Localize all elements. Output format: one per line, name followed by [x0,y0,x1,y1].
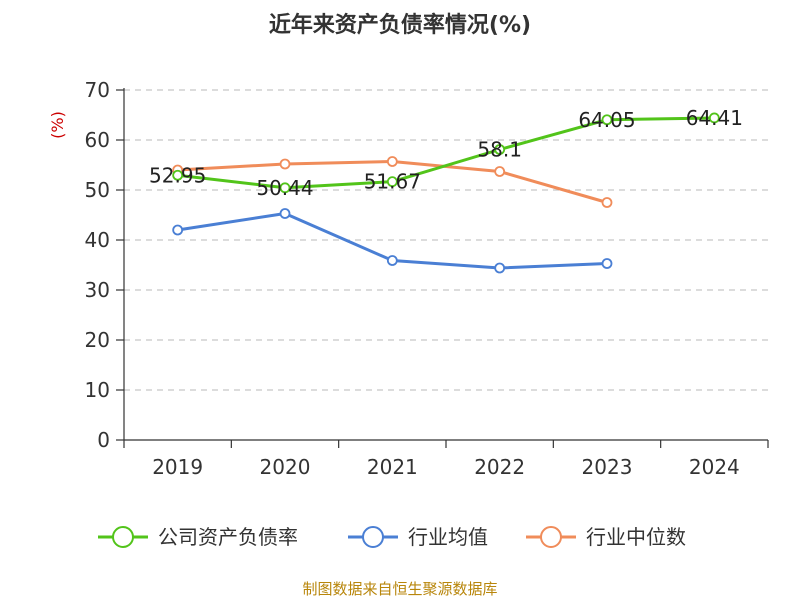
y-tick-label: 50 [85,178,110,202]
x-tick-label: 2020 [260,455,311,479]
legend-label: 行业均值 [408,525,488,549]
source-note: 制图数据来自恒生聚源数据库 [302,580,497,598]
y-tick-label: 20 [85,328,110,352]
industry-mean-point [172,224,184,236]
data-label: 58.1 [477,138,522,162]
industry-median-point [386,156,398,167]
legend-label: 公司资产负债率 [158,525,298,549]
gridlines [124,89,768,391]
company-debt-ratio-point [386,176,398,188]
data-label: 50.44 [256,176,313,200]
y-tick-label: 60 [85,128,110,152]
x-tick-label: 2022 [474,455,525,479]
data-labels: 52.95 50.44 51.67 58.1 64.05 64.41 [149,106,743,200]
series-layer [172,112,720,274]
legend: 公司资产负债率 行业均值 行业中位数 [98,525,686,549]
company-debt-ratio-point [601,114,613,126]
data-label: 64.05 [578,108,635,132]
y-tick-label: 40 [85,228,110,252]
x-tick-label: 2023 [582,455,633,479]
industry-mean-series [172,208,613,274]
legend-swatch-marker [540,526,562,548]
industry-mean-point [279,208,291,219]
y-axis-ticks: 0 10 20 30 40 50 60 70 [85,78,124,452]
data-label: 64.41 [686,106,743,130]
data-label: 51.67 [364,170,421,194]
x-tick-label: 2019 [152,455,203,479]
legend-swatch-marker [362,526,384,548]
company-debt-ratio-point [494,144,506,155]
legend-item-industry-median: 行业中位数 [526,525,686,549]
y-axis-unit: (%) [48,111,67,139]
company-debt-ratio-point [708,112,720,124]
data-label: 52.95 [149,163,206,187]
x-axis-ticks: 2019 2020 2021 2022 2023 2024 [123,440,769,479]
legend-swatch-marker [112,526,134,548]
company-debt-ratio-series [172,112,720,194]
industry-mean-point [494,262,506,274]
company-debt-ratio-point [279,182,291,194]
legend-label: 行业中位数 [586,525,686,549]
chart-title: 近年来资产负债率情况(%) [269,12,531,38]
legend-item-industry-mean: 行业均值 [348,525,488,549]
y-tick-label: 0 [97,428,110,452]
industry-median-point [279,158,291,170]
industry-median-point [601,197,613,208]
company-debt-ratio-point [172,169,184,181]
x-tick-label: 2024 [689,455,740,479]
industry-mean-point [386,255,398,266]
y-tick-label: 70 [85,78,110,102]
company-debt-ratio-line [177,116,715,190]
y-tick-label: 30 [85,278,110,302]
industry-mean-point [601,258,613,269]
legend-item-company-debt-ratio: 公司资产负债率 [98,525,298,549]
industry-median-point [494,166,506,177]
y-tick-label: 10 [85,378,110,402]
x-tick-label: 2021 [367,455,418,479]
